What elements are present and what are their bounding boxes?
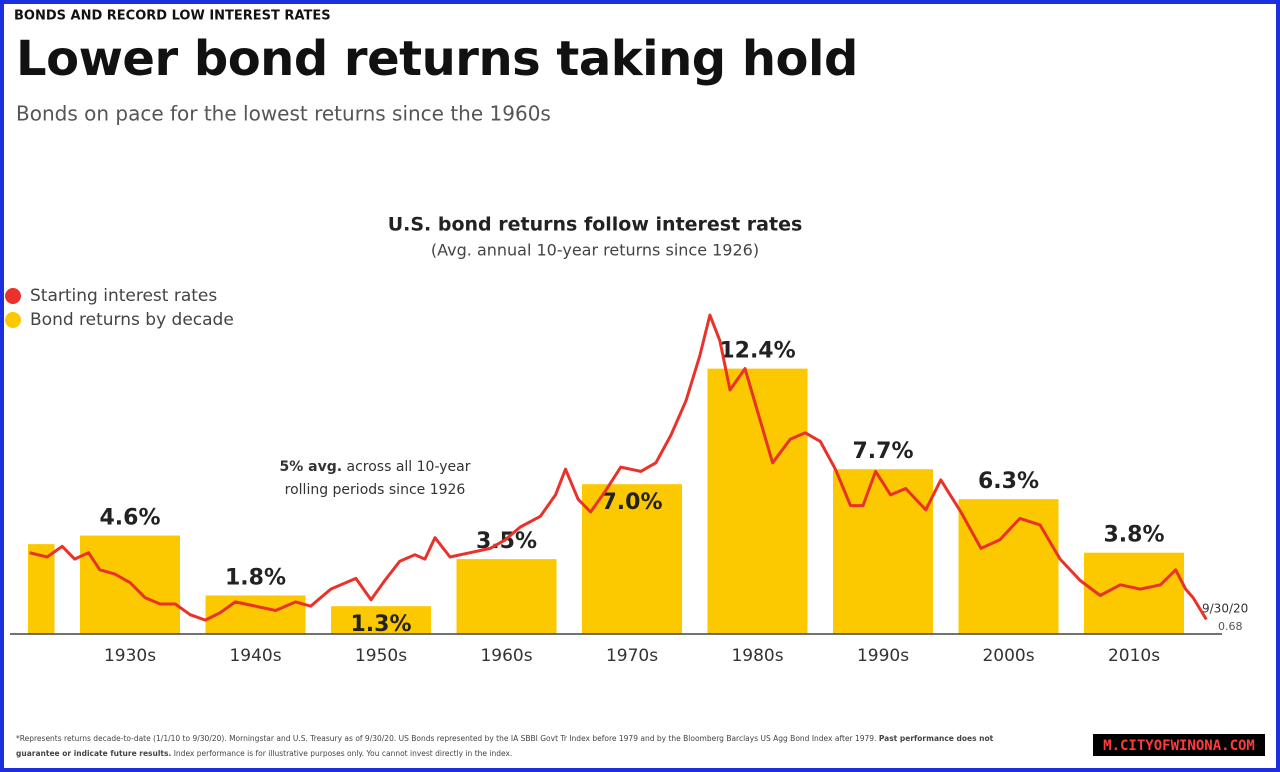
bar [28,544,55,634]
x-tick-label: 2000s [982,646,1034,666]
value-label: 6.3% [978,469,1039,494]
x-tick-label: 1970s [606,646,658,666]
footnote-text: Index performance is for illustrative pu… [174,749,513,758]
x-tick-label: 1990s [857,646,909,666]
footnote: guarantee or indicate future results. In… [16,749,512,758]
bar [456,559,557,634]
footnote-bold: Past performance does not [879,734,994,743]
x-tick-label: 1930s [104,646,156,666]
value-label: 12.4% [719,339,795,364]
value-label: 7.0% [601,490,662,515]
page-title: Lower bond returns taking hold [16,31,858,87]
footnote: *Represents returns decade-to-date (1/1/… [16,734,994,743]
page-subtitle: Bonds on pace for the lowest returns sin… [16,102,551,126]
legend-swatch [5,312,21,328]
x-tick-label: 1950s [355,646,407,666]
plot: 4.6%1.8%1.3%3.5%7.0%12.4%7.7%6.3%3.8%193… [5,286,1248,666]
annotation-bold: 5% avg. [279,459,342,475]
chart-title: U.S. bond returns follow interest rates [388,214,803,236]
bar [331,606,431,634]
watermark-box [1093,734,1265,756]
value-label: 3.8% [1103,523,1164,548]
footnote-text: *Represents returns decade-to-date (1/1/… [16,734,876,743]
bar [80,535,180,634]
x-tick-label: 1940s [229,646,281,666]
x-tick-label: 2010s [1108,646,1160,666]
x-tick-label: 1960s [480,646,532,666]
value-label: 1.3% [350,612,411,637]
x-tick-label: 1980s [731,646,783,666]
footnote-bold: guarantee or indicate future results. [16,749,171,758]
end-value-label: 0.68 [1218,620,1243,633]
value-label: 1.8% [225,565,286,590]
value-label: 4.6% [99,506,160,531]
kicker: BONDS AND RECORD LOW INTEREST RATES [14,9,331,24]
chart-subtitle: (Avg. annual 10-year returns since 1926) [431,241,759,260]
bar [1084,552,1184,634]
legend-label: Starting interest rates [30,286,217,306]
bars [28,368,1184,634]
annotation-text: across all 10-year [347,459,471,475]
annotation: 5% avg. across all 10-year [279,459,470,475]
legend-label: Bond returns by decade [30,310,234,330]
legend-swatch [5,288,21,304]
line [29,313,1208,622]
bar [582,484,682,634]
bar [205,595,306,634]
watermark: M.CITYOFWINONA.COM [1103,738,1255,754]
annotation: rolling periods since 1926 [285,482,466,498]
value-label: 7.7% [852,439,913,464]
bar [833,469,933,634]
end-date-label: 9/30/20 [1202,602,1248,616]
bar [958,499,1059,634]
